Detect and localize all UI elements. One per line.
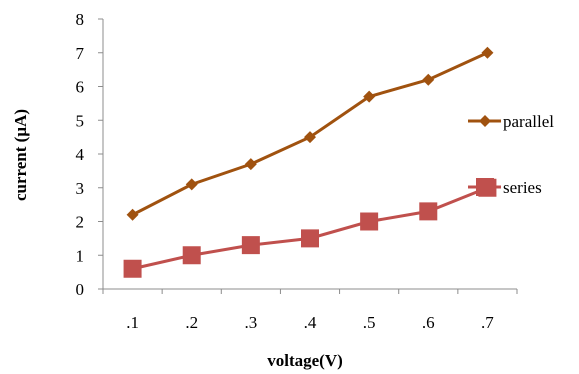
series-series <box>123 178 497 278</box>
legend-marker <box>476 178 494 196</box>
data-point-series <box>301 229 319 248</box>
y-tick-label: 7 <box>76 44 85 63</box>
y-tick-label: 4 <box>76 145 85 164</box>
legend-item-parallel: parallel <box>468 112 554 131</box>
data-point-parallel <box>185 178 198 191</box>
y-tick-label: 2 <box>76 213 85 232</box>
x-tick-label: .5 <box>363 313 376 332</box>
data-point-series <box>123 259 142 278</box>
data-point-parallel <box>244 158 257 171</box>
y-tick-label: 6 <box>76 78 85 97</box>
y-tick-label: 5 <box>76 111 85 130</box>
data-point-series <box>182 246 201 265</box>
y-tick-label: 8 <box>76 10 85 29</box>
x-tick-label: .6 <box>422 313 435 332</box>
x-tick-label: .7 <box>481 313 494 332</box>
y-axis-title: current (µA) <box>11 109 30 201</box>
legend-item-series: series <box>468 178 542 197</box>
data-point-parallel <box>126 208 139 221</box>
data-point-series <box>419 202 438 221</box>
series-parallel <box>126 46 494 221</box>
x-tick-label: .2 <box>185 313 198 332</box>
data-point-series <box>360 212 379 231</box>
legend: parallel series <box>468 112 554 197</box>
legend-label: series <box>503 178 542 197</box>
y-axis-tick-labels: 0 1 2 3 4 5 6 7 8 <box>76 10 85 299</box>
series-lines <box>123 46 497 278</box>
legend-marker <box>479 115 491 127</box>
y-tick-label: 3 <box>76 179 85 198</box>
data-point-series <box>241 236 260 255</box>
x-tick-label: .1 <box>126 313 139 332</box>
data-point-parallel <box>422 73 435 86</box>
axes <box>98 18 518 294</box>
y-tick-label: 1 <box>76 246 85 265</box>
x-axis-title: voltage(V) <box>267 351 343 370</box>
data-point-parallel <box>363 90 376 103</box>
x-tick-label: .3 <box>244 313 257 332</box>
data-point-parallel <box>481 46 494 59</box>
y-tick-label: 0 <box>76 280 85 299</box>
legend-label: parallel <box>503 112 554 131</box>
x-axis-tick-labels: .1 .2 .3 .4 .5 .6 .7 <box>126 313 494 332</box>
x-tick-label: .4 <box>304 313 317 332</box>
data-point-parallel <box>304 131 316 144</box>
